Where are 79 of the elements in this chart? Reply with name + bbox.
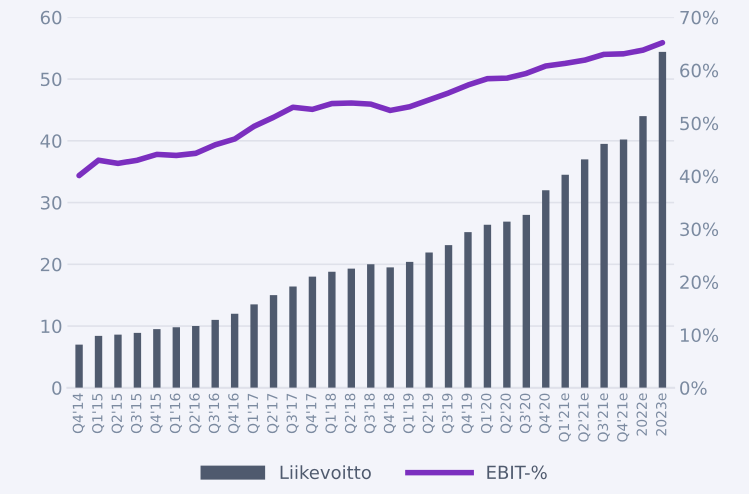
- bar: [522, 214, 530, 388]
- y-tick-label: 10: [42, 320, 62, 334]
- bar: [464, 232, 472, 388]
- bar: [658, 52, 666, 388]
- y-tick-label: 40: [40, 134, 62, 148]
- x-tick-label: Q3'20: [520, 394, 532, 434]
- y2-tick-label: 60%: [680, 64, 718, 78]
- x-tick-label: Q4'17: [306, 394, 318, 434]
- x-tick-label: Q3'15: [130, 394, 144, 434]
- y2-tick-label: 40%: [680, 170, 718, 184]
- x-tick-label: Q4'19: [462, 394, 474, 434]
- x-tick-label: Q1'18: [325, 394, 338, 434]
- bar: [484, 224, 492, 388]
- bar: [250, 304, 258, 388]
- x-tick-label: Q2'17: [267, 394, 280, 434]
- bar: [114, 334, 122, 388]
- x-tick-label: Q2'21e: [578, 393, 590, 442]
- bar: [562, 174, 569, 388]
- bar: [348, 268, 356, 388]
- x-tick-label: Q4'21e: [617, 393, 630, 442]
- x-tick-label: Q4'14: [72, 393, 85, 434]
- bar: [367, 264, 374, 388]
- y2-tick-label: 50%: [680, 116, 718, 130]
- y2-tick-label: 0%: [680, 381, 707, 395]
- x-tick-label: Q4'16: [228, 394, 240, 434]
- x-tick-label: Q1'21e: [558, 393, 571, 442]
- x-tick-label: Q3'19: [442, 394, 454, 434]
- y-tick-label: 60: [40, 10, 62, 24]
- bar: [212, 320, 219, 388]
- bar: [406, 262, 414, 388]
- bar: [134, 332, 142, 388]
- bar: [580, 159, 588, 388]
- bar: [192, 326, 200, 388]
- bar: [308, 276, 316, 388]
- y-tick-label: 20: [40, 258, 62, 272]
- bar: [270, 295, 278, 388]
- x-tick-label: 2022e: [636, 393, 648, 436]
- bar: [639, 116, 647, 388]
- bar: [75, 344, 83, 388]
- bar: [444, 245, 452, 388]
- bar: [600, 144, 608, 388]
- y2-tick-label: 20%: [680, 275, 718, 290]
- x-tick-label: Q3'17: [286, 394, 299, 434]
- x-tick-label: Q2'15: [111, 394, 124, 434]
- bar: [289, 286, 297, 388]
- bar: [328, 272, 336, 388]
- x-tick-label: Q3'21e: [598, 393, 610, 442]
- bar: [153, 329, 161, 388]
- x-tick-label: Q1'16: [170, 394, 182, 434]
- x-tick-label: Q2'16: [189, 394, 202, 434]
- bar: [386, 267, 394, 388]
- x-tick-label: 2023e: [656, 393, 666, 436]
- bar: [425, 252, 433, 388]
- x-tick-label: Q4'20: [539, 394, 552, 434]
- x-tick-label: Q2'20: [500, 394, 512, 434]
- y-tick-label: 50: [40, 72, 62, 86]
- y-tick-label: 30: [40, 196, 62, 210]
- y-tick-label: 0: [52, 381, 62, 395]
- x-tick-label: Q2'18: [344, 394, 357, 434]
- x-tick-label: Q1'17: [248, 394, 260, 434]
- bar: [620, 140, 628, 388]
- x-tick-label: Q1'19: [403, 394, 416, 434]
- x-tick-label: Q2'19: [422, 394, 435, 434]
- legend-label: Liikevoitto: [280, 465, 371, 480]
- x-tick-label: Q4'15: [150, 394, 162, 434]
- x-tick-label: Q4'18: [384, 394, 396, 434]
- x-tick-label: Q3'18: [364, 394, 376, 434]
- x-tick-label: Q1'20: [480, 394, 494, 434]
- bar: [503, 222, 511, 388]
- y2-tick-label: 70%: [680, 10, 718, 24]
- bar: [542, 190, 550, 388]
- x-tick-label: Q1'15: [92, 394, 104, 434]
- bar: [230, 314, 238, 388]
- x-tick-label: Q3'16: [208, 394, 221, 434]
- y2-tick-label: 10%: [680, 328, 718, 342]
- bar: [172, 327, 180, 388]
- bar: [94, 336, 102, 388]
- y2-tick-label: 30%: [680, 222, 718, 236]
- legend-label: EBIT-%: [487, 466, 547, 480]
